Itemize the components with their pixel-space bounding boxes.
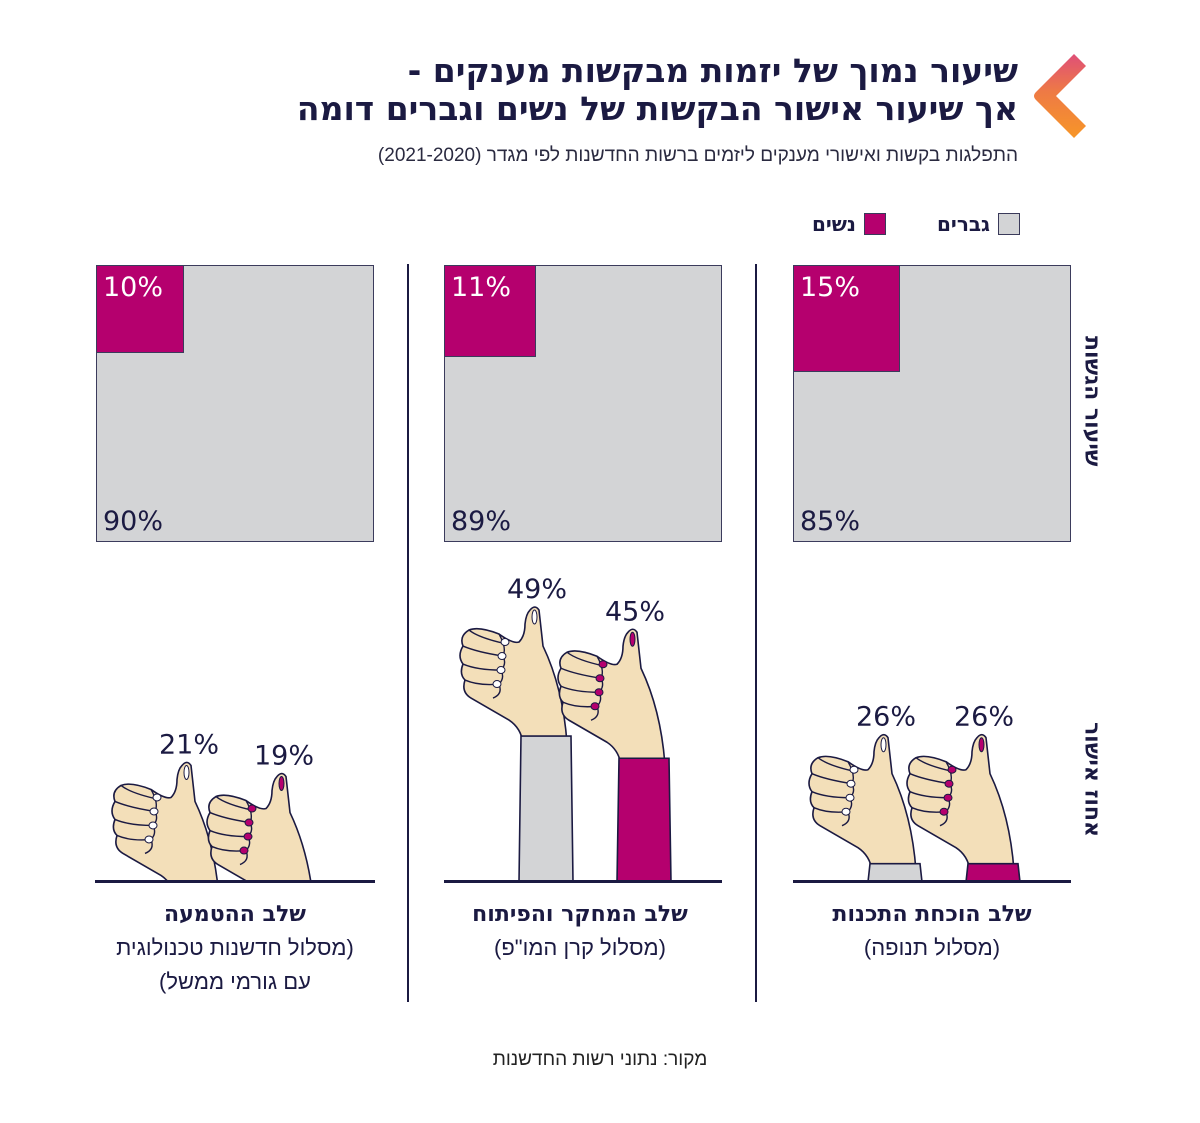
women-sleeve — [965, 862, 1021, 880]
men-share-label: 90% — [103, 506, 164, 537]
thumbs-up-icon — [206, 772, 315, 880]
legend-women-label: נשים — [811, 212, 856, 236]
thumbnail — [531, 609, 538, 625]
fingernail — [244, 818, 254, 827]
thumbs-up-icon — [459, 606, 568, 744]
submission-square-stage-1: 15% 85% — [793, 265, 1071, 542]
thumbs-up-icon — [557, 628, 666, 767]
title-line-2: אך שיעור אישור הבקשות של נשים וגברים דומ… — [296, 89, 1018, 128]
women-share-label: 15% — [800, 272, 861, 303]
women-approval-label: 26% — [954, 702, 1014, 733]
panel-divider — [755, 264, 757, 1002]
men-share-label: 85% — [800, 506, 861, 537]
approval-baseline — [444, 880, 722, 883]
thumbnail — [880, 737, 887, 753]
stage-track-line-2: עם גורמי ממשל) — [159, 969, 311, 994]
fingernail — [149, 807, 159, 816]
women-approval-hand — [906, 733, 1021, 880]
stage-title: שלב המחקר והפיתוח — [472, 902, 688, 927]
fingernail — [243, 832, 253, 841]
fingernail — [497, 652, 507, 661]
fingernail — [849, 765, 859, 774]
legend-men-swatch — [998, 213, 1020, 235]
women-approval-hand — [557, 628, 672, 880]
title-line-1: שיעור נמוך של יזמות מבקשות מענקים - — [407, 51, 1018, 90]
thumbnail — [278, 776, 285, 792]
men-approval-hand — [459, 606, 574, 880]
women-share-square — [444, 265, 536, 357]
women-approval-hand — [206, 772, 315, 880]
men-approval-label: 26% — [856, 702, 916, 733]
women-share-label: 10% — [103, 272, 164, 303]
fingernail — [492, 680, 502, 689]
fingernail — [496, 666, 506, 675]
fingernail — [594, 688, 604, 697]
fingernail — [595, 674, 605, 683]
submission-square-stage-3: 10% 90% — [96, 265, 374, 542]
thumbs-up-icon — [808, 733, 917, 872]
stage-track: (מסלול קרן המו"פ) — [494, 935, 666, 960]
approval-baseline — [793, 880, 1071, 883]
fingernail — [247, 804, 257, 813]
women-share-square — [793, 265, 900, 372]
fingernail — [846, 779, 856, 788]
approval-baseline — [95, 880, 375, 883]
submission-square-stage-2: 11% 89% — [444, 265, 722, 542]
legend-women-swatch — [864, 213, 886, 235]
women-approval-label: 19% — [254, 741, 314, 772]
men-sleeve — [867, 862, 923, 880]
men-sleeve — [518, 735, 574, 880]
fingernail — [947, 765, 957, 774]
chart-title: שיעור נמוך של יזמות מבקשות מענקים - אך ש… — [297, 52, 1018, 128]
thumbnail — [978, 737, 985, 753]
fingernail — [598, 660, 608, 669]
fingernail — [152, 793, 162, 802]
men-approval-label: 49% — [507, 574, 567, 605]
stage-track: (מסלול תנופה) — [863, 935, 1001, 960]
women-share-square — [96, 265, 184, 353]
fingernail — [239, 846, 249, 855]
chevron-left-logo-icon — [1034, 54, 1086, 138]
fingernail — [144, 835, 154, 844]
women-sleeve — [616, 757, 672, 880]
stage-title: שלב ההטמעה — [164, 902, 306, 927]
women-approval-label: 45% — [605, 596, 665, 627]
chart-subtitle: התפלגות בקשות ואישורי מענקים ליזמים ברשו… — [377, 145, 1018, 166]
fingernail — [841, 807, 851, 816]
fingernail — [148, 821, 158, 830]
panel-divider — [407, 264, 409, 1002]
men-approval-hand — [111, 761, 220, 880]
stage-track-line-1: (מסלול חדשנות טכנולוגית — [116, 935, 354, 960]
fingernail — [943, 793, 953, 802]
women-share-label: 11% — [451, 272, 512, 303]
legend-men-label: גברים — [937, 212, 990, 236]
thumbnail — [629, 631, 636, 647]
men-share-label: 89% — [451, 506, 512, 537]
fingernail — [590, 702, 600, 711]
thumbs-up-icon — [906, 733, 1015, 872]
stage-title: שלב הוכחת התכנות — [832, 902, 1032, 927]
legend-men: גברים — [937, 212, 1020, 236]
fingernail — [845, 793, 855, 802]
source-note: מקור: נתוני רשות החדשנות — [492, 1049, 708, 1070]
fingernail — [944, 779, 954, 788]
legend-women: נשים — [812, 212, 886, 236]
men-approval-label: 21% — [159, 729, 219, 760]
fingernail — [500, 638, 510, 647]
thumbs-up-icon — [111, 761, 220, 880]
men-approval-hand — [808, 733, 923, 880]
fingernail — [939, 807, 949, 816]
thumbnail — [183, 764, 190, 780]
